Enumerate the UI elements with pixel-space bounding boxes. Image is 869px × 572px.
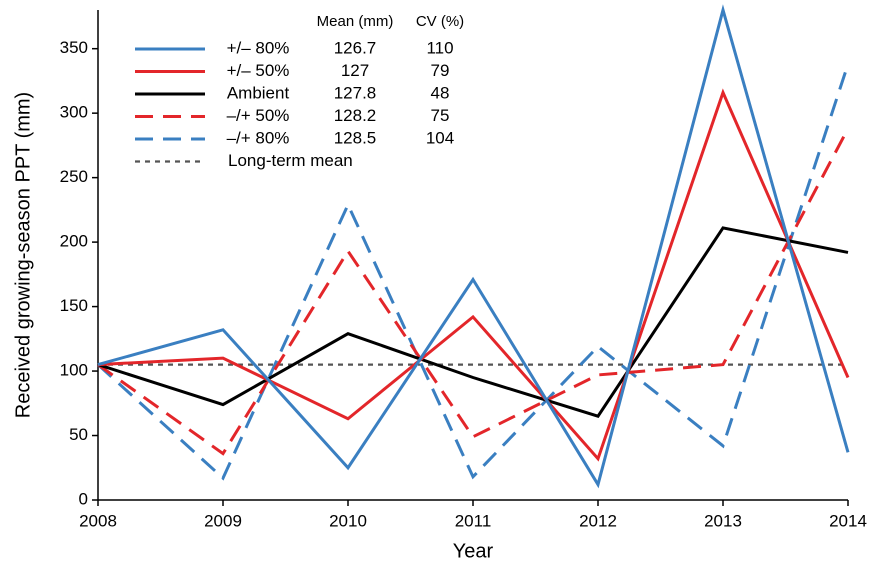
series-line (97, 4, 850, 489)
x-tick-label: 2010 (329, 511, 367, 530)
legend-mean: 128.2 (334, 106, 377, 125)
series-line (97, 127, 850, 456)
legend-header: Mean (mm) (317, 13, 394, 30)
legend-label: +/– 80% (227, 38, 290, 57)
legend-label: –/+ 80% (227, 128, 290, 147)
y-tick-label: 250 (60, 167, 88, 186)
legend-cv: 104 (426, 128, 454, 147)
y-tick-label: 0 (79, 489, 88, 508)
legend-cv: 48 (431, 83, 450, 102)
y-tick-label: 100 (60, 361, 88, 380)
legend-cv: 79 (431, 61, 450, 80)
series-line (96, 63, 850, 481)
x-axis-title: Year (453, 540, 494, 562)
series-line (97, 88, 850, 462)
series-line (97, 226, 849, 418)
y-axis-title: Received growing-season PPT (mm) (12, 92, 34, 418)
legend-mean: 127 (341, 61, 369, 80)
x-tick-label: 2008 (79, 511, 117, 530)
legend-cv: 75 (431, 106, 450, 125)
legend-label: Ambient (227, 83, 290, 102)
x-tick-label: 2011 (455, 511, 492, 530)
x-tick-label: 2009 (204, 511, 242, 530)
x-tick-label: 2014 (829, 511, 867, 530)
x-tick-label: 2012 (579, 511, 617, 530)
legend-mean: 126.7 (334, 38, 377, 57)
legend-mean: 128.5 (334, 128, 377, 147)
x-tick-label: 2013 (704, 511, 742, 530)
y-tick-label: 350 (60, 38, 88, 57)
legend-mean: 127.8 (334, 83, 377, 102)
y-tick-label: 150 (60, 296, 88, 315)
y-tick-label: 300 (60, 103, 88, 122)
legend-cv: 110 (426, 38, 453, 57)
legend-label: +/– 50% (227, 61, 290, 80)
legend-label: Long-term mean (228, 151, 353, 170)
y-tick-label: 200 (60, 232, 88, 251)
legend-header: CV (%) (416, 13, 464, 30)
y-tick-label: 50 (69, 425, 88, 444)
legend-label: –/+ 50% (227, 106, 290, 125)
